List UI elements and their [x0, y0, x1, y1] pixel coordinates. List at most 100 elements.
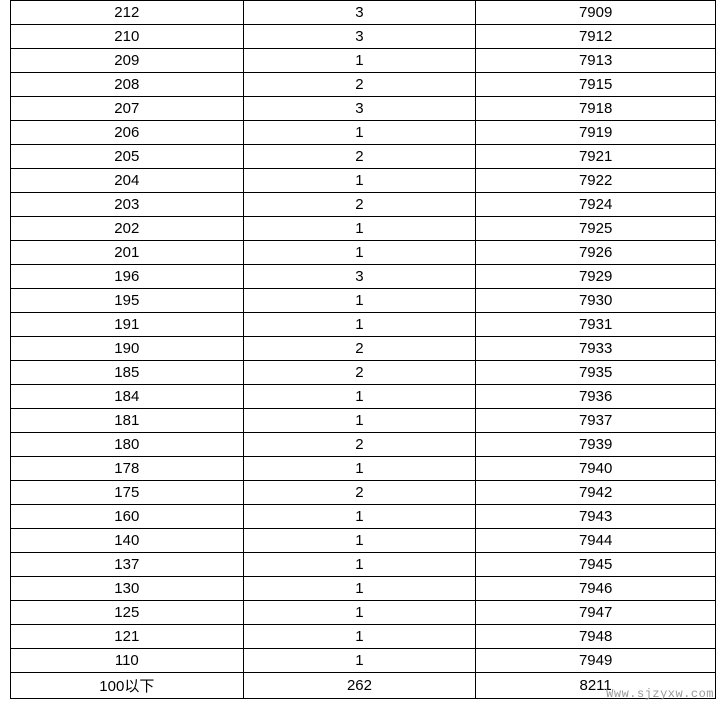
- table-cell: 7922: [476, 169, 716, 193]
- table-cell: 1: [243, 217, 476, 241]
- table-cell: 1: [243, 385, 476, 409]
- table-row: 20117926: [11, 241, 716, 265]
- table-cell: 7924: [476, 193, 716, 217]
- table-cell: 100以下: [11, 673, 244, 699]
- table-row: 18027939: [11, 433, 716, 457]
- table-cell: 3: [243, 1, 476, 25]
- table-cell: 191: [11, 313, 244, 337]
- table-cell: 7939: [476, 433, 716, 457]
- table-cell: 7936: [476, 385, 716, 409]
- table-cell: 201: [11, 241, 244, 265]
- table-row: 20617919: [11, 121, 716, 145]
- table-cell: 7912: [476, 25, 716, 49]
- table-row: 19117931: [11, 313, 716, 337]
- table-row: 19637929: [11, 265, 716, 289]
- table-cell: 7937: [476, 409, 716, 433]
- table-cell: 7913: [476, 49, 716, 73]
- table-row: 20917913: [11, 49, 716, 73]
- table-cell: 1: [243, 577, 476, 601]
- table-cell: 181: [11, 409, 244, 433]
- table-cell: 7944: [476, 529, 716, 553]
- table-cell: 7940: [476, 457, 716, 481]
- table-cell: 212: [11, 1, 244, 25]
- table-cell: 7945: [476, 553, 716, 577]
- table-cell: 207: [11, 97, 244, 121]
- table-row: 18417936: [11, 385, 716, 409]
- table-cell: 7929: [476, 265, 716, 289]
- table-cell: 178: [11, 457, 244, 481]
- table-row: 17817940: [11, 457, 716, 481]
- table-cell: 1: [243, 121, 476, 145]
- table-row: 20417922: [11, 169, 716, 193]
- table-cell: 7915: [476, 73, 716, 97]
- table-cell: 1: [243, 241, 476, 265]
- table-cell: 125: [11, 601, 244, 625]
- table-cell: 2: [243, 481, 476, 505]
- table-row: 13717945: [11, 553, 716, 577]
- table-row: 13017946: [11, 577, 716, 601]
- table-cell: 7921: [476, 145, 716, 169]
- table-cell: 7933: [476, 337, 716, 361]
- table-cell: 202: [11, 217, 244, 241]
- table-cell: 1: [243, 505, 476, 529]
- table-row: 18527935: [11, 361, 716, 385]
- table-cell: 196: [11, 265, 244, 289]
- table-cell: 7948: [476, 625, 716, 649]
- table-cell: 7909: [476, 1, 716, 25]
- table-row: 14017944: [11, 529, 716, 553]
- table-cell: 3: [243, 97, 476, 121]
- table-cell: 205: [11, 145, 244, 169]
- table-cell: 180: [11, 433, 244, 457]
- table-cell: 210: [11, 25, 244, 49]
- table-cell: 2: [243, 193, 476, 217]
- table-cell: 3: [243, 25, 476, 49]
- table-cell: 7926: [476, 241, 716, 265]
- table-row: 21037912: [11, 25, 716, 49]
- table-row: 21237909: [11, 1, 716, 25]
- table-cell: 7919: [476, 121, 716, 145]
- table-cell: 7947: [476, 601, 716, 625]
- table-cell: 7931: [476, 313, 716, 337]
- table-cell: 185: [11, 361, 244, 385]
- table-cell: 121: [11, 625, 244, 649]
- table-row: 11017949: [11, 649, 716, 673]
- table-row: 12117948: [11, 625, 716, 649]
- table-cell: 7949: [476, 649, 716, 673]
- table-cell: 209: [11, 49, 244, 73]
- table-row: 18117937: [11, 409, 716, 433]
- table-cell: 190: [11, 337, 244, 361]
- table-cell: 1: [243, 313, 476, 337]
- table-cell: 1: [243, 529, 476, 553]
- table-cell: 7918: [476, 97, 716, 121]
- table-row: 16017943: [11, 505, 716, 529]
- table-cell: 7925: [476, 217, 716, 241]
- table-cell: 137: [11, 553, 244, 577]
- table-cell: 204: [11, 169, 244, 193]
- table-cell: 1: [243, 625, 476, 649]
- table-cell: 184: [11, 385, 244, 409]
- table-row: 20737918: [11, 97, 716, 121]
- table-row: 20827915: [11, 73, 716, 97]
- watermark-text: Www.sjzyxw.com: [606, 687, 714, 701]
- table-cell: 1: [243, 169, 476, 193]
- table-row: 20527921: [11, 145, 716, 169]
- table-cell: 7930: [476, 289, 716, 313]
- table-cell: 140: [11, 529, 244, 553]
- table-row: 20217925: [11, 217, 716, 241]
- data-table: 2123790921037912209179132082791520737918…: [10, 0, 716, 699]
- table-cell: 1: [243, 49, 476, 73]
- table-cell: 7935: [476, 361, 716, 385]
- table-cell: 7942: [476, 481, 716, 505]
- table-cell: 3: [243, 265, 476, 289]
- table-cell: 2: [243, 433, 476, 457]
- table-cell: 208: [11, 73, 244, 97]
- table-cell: 2: [243, 145, 476, 169]
- table-cell: 1: [243, 649, 476, 673]
- table-cell: 110: [11, 649, 244, 673]
- table-cell: 1: [243, 553, 476, 577]
- table-cell: 130: [11, 577, 244, 601]
- table-container: 2123790921037912209179132082791520737918…: [0, 0, 726, 699]
- table-cell: 7943: [476, 505, 716, 529]
- table-cell: 195: [11, 289, 244, 313]
- table-cell: 1: [243, 409, 476, 433]
